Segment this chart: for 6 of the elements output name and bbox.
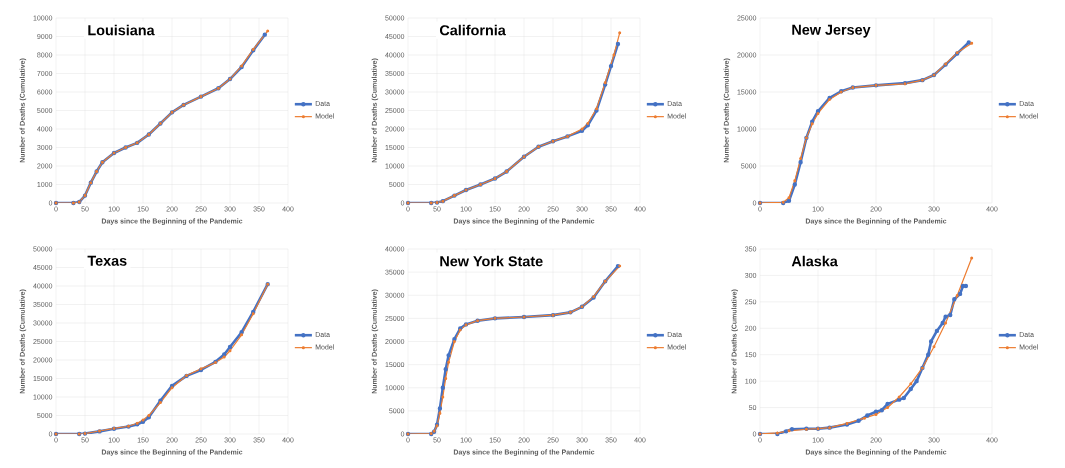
chart-title: Louisiana [88,24,155,36]
chart-title: California [439,24,506,36]
chart-title: New Jersey [792,24,871,38]
chart-title: New York State [440,255,543,267]
chart-title: Alaska [791,255,838,267]
chart-title: Texas [87,255,127,266]
